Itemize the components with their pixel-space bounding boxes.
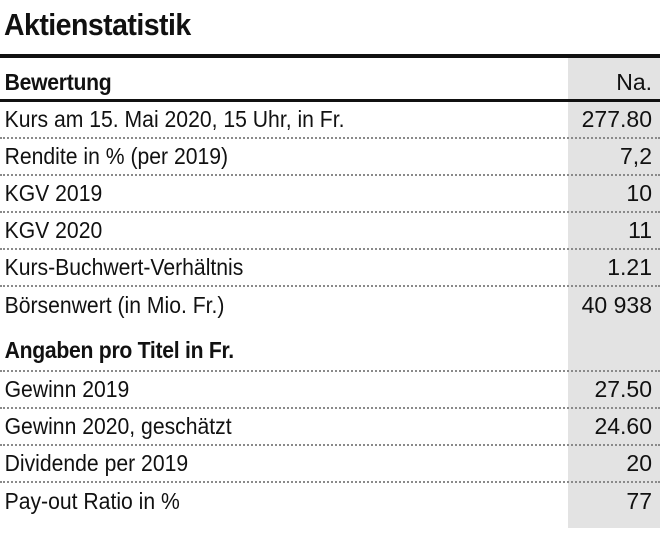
- row-value: 20: [626, 450, 652, 476]
- row-value: 7,2: [620, 143, 652, 169]
- value-column-shade: [568, 58, 660, 528]
- row-label: Börsenwert (in Mio. Fr.): [4, 292, 225, 318]
- table-row: Pay-out Ratio in % 77: [0, 483, 660, 520]
- table-row: Rendite in % (per 2019) 7,2: [0, 139, 660, 176]
- row-label: KGV 2019: [4, 180, 103, 206]
- row-label: Dividende per 2019: [4, 450, 189, 476]
- table-row: KGV 2020 11: [0, 213, 660, 250]
- section-heading: Bewertung: [4, 69, 112, 95]
- row-label: Pay-out Ratio in %: [4, 488, 180, 514]
- table-row: Dividende per 2019 20: [0, 446, 660, 483]
- table-row: Gewinn 2019 27.50: [0, 372, 660, 409]
- table-row: Gewinn 2020, geschätzt 24.60: [0, 409, 660, 446]
- table-row: Kurs-Buchwert-Verhältnis 1.21: [0, 250, 660, 287]
- row-value: 40 938: [581, 292, 652, 318]
- row-value: 77: [626, 488, 652, 514]
- stats-table: Bewertung Na. Kurs am 15. Mai 2020, 15 U…: [0, 66, 660, 520]
- row-value: 27.50: [594, 376, 652, 402]
- row-value: 277.80: [581, 106, 652, 132]
- row-value: 11: [628, 217, 652, 243]
- row-value: 10: [626, 180, 652, 206]
- title-rule: [0, 54, 660, 58]
- table-row: KGV 2019 10: [0, 176, 660, 213]
- section-header-angaben: Angaben pro Titel in Fr.: [0, 324, 660, 372]
- table-row: Börsenwert (in Mio. Fr.) 40 938: [0, 287, 660, 324]
- section-header-bewertung: Bewertung Na.: [0, 66, 660, 102]
- row-value: 24.60: [594, 413, 652, 439]
- row-label: Kurs-Buchwert-Verhältnis: [4, 254, 244, 280]
- row-label: KGV 2020: [4, 217, 103, 243]
- page-title: Aktienstatistik: [4, 7, 191, 42]
- row-label: Gewinn 2020, geschätzt: [4, 413, 232, 439]
- section-heading: Angaben pro Titel in Fr.: [4, 337, 235, 363]
- row-label: Gewinn 2019: [4, 376, 130, 402]
- column-heading: Na.: [616, 69, 652, 95]
- row-label: Kurs am 15. Mai 2020, 15 Uhr, in Fr.: [4, 106, 345, 132]
- table-row: Kurs am 15. Mai 2020, 15 Uhr, in Fr. 277…: [0, 102, 660, 139]
- row-label: Rendite in % (per 2019): [4, 143, 229, 169]
- row-value: 1.21: [607, 254, 652, 280]
